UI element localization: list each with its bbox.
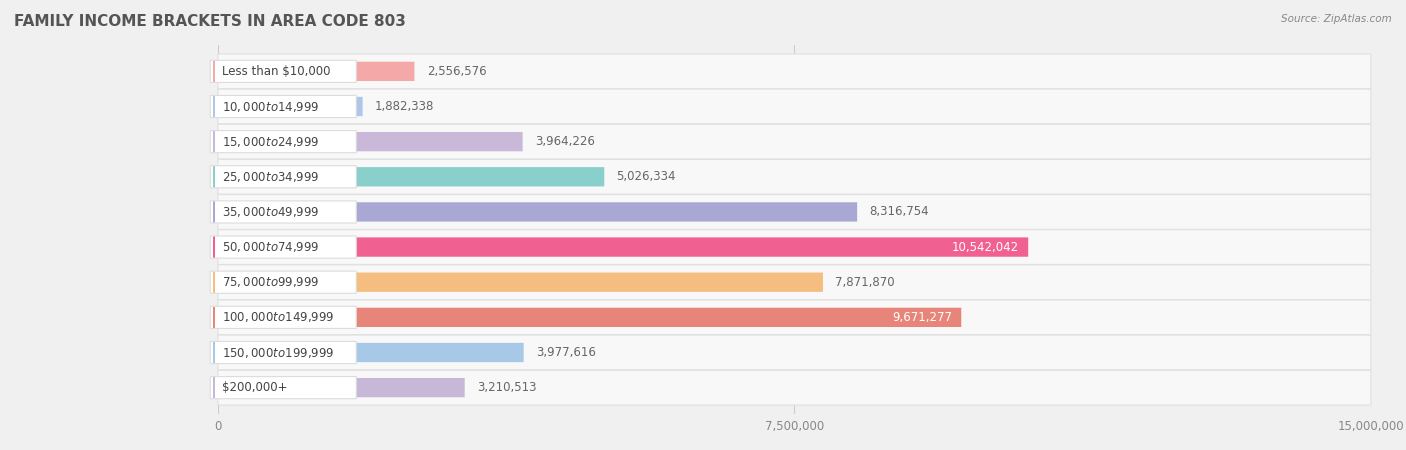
Text: 1,882,338: 1,882,338	[375, 100, 434, 113]
FancyBboxPatch shape	[211, 166, 356, 188]
Text: 3,210,513: 3,210,513	[477, 381, 537, 394]
FancyBboxPatch shape	[218, 273, 823, 292]
Text: $15,000 to $24,999: $15,000 to $24,999	[222, 135, 319, 148]
FancyBboxPatch shape	[218, 132, 523, 151]
FancyBboxPatch shape	[218, 194, 1371, 230]
FancyBboxPatch shape	[211, 377, 356, 399]
FancyBboxPatch shape	[218, 378, 465, 397]
FancyBboxPatch shape	[218, 230, 1371, 265]
FancyBboxPatch shape	[211, 95, 356, 117]
Text: 2,556,576: 2,556,576	[427, 65, 486, 78]
Text: $100,000 to $149,999: $100,000 to $149,999	[222, 310, 335, 324]
FancyBboxPatch shape	[211, 201, 356, 223]
Text: $200,000+: $200,000+	[222, 381, 287, 394]
FancyBboxPatch shape	[218, 97, 363, 116]
FancyBboxPatch shape	[218, 308, 962, 327]
FancyBboxPatch shape	[211, 342, 356, 364]
Text: $25,000 to $34,999: $25,000 to $34,999	[222, 170, 319, 184]
FancyBboxPatch shape	[218, 167, 605, 186]
Text: FAMILY INCOME BRACKETS IN AREA CODE 803: FAMILY INCOME BRACKETS IN AREA CODE 803	[14, 14, 406, 28]
Text: $50,000 to $74,999: $50,000 to $74,999	[222, 240, 319, 254]
Text: 9,671,277: 9,671,277	[891, 311, 952, 324]
FancyBboxPatch shape	[218, 124, 1371, 159]
FancyBboxPatch shape	[218, 238, 1028, 257]
Text: Source: ZipAtlas.com: Source: ZipAtlas.com	[1281, 14, 1392, 23]
Text: 10,542,042: 10,542,042	[952, 241, 1019, 253]
FancyBboxPatch shape	[211, 236, 356, 258]
FancyBboxPatch shape	[218, 202, 858, 221]
FancyBboxPatch shape	[211, 306, 356, 328]
Text: $75,000 to $99,999: $75,000 to $99,999	[222, 275, 319, 289]
Text: 3,977,616: 3,977,616	[536, 346, 596, 359]
Text: $10,000 to $14,999: $10,000 to $14,999	[222, 99, 319, 113]
FancyBboxPatch shape	[218, 265, 1371, 300]
FancyBboxPatch shape	[211, 60, 356, 82]
Text: 3,964,226: 3,964,226	[534, 135, 595, 148]
FancyBboxPatch shape	[211, 271, 356, 293]
FancyBboxPatch shape	[218, 370, 1371, 405]
Text: $150,000 to $199,999: $150,000 to $199,999	[222, 346, 335, 360]
FancyBboxPatch shape	[218, 54, 1371, 89]
FancyBboxPatch shape	[218, 62, 415, 81]
Text: 5,026,334: 5,026,334	[617, 170, 676, 183]
Text: Less than $10,000: Less than $10,000	[222, 65, 330, 78]
FancyBboxPatch shape	[218, 89, 1371, 124]
FancyBboxPatch shape	[218, 335, 1371, 370]
Text: 7,871,870: 7,871,870	[835, 276, 894, 289]
FancyBboxPatch shape	[218, 343, 523, 362]
Text: 8,316,754: 8,316,754	[869, 206, 929, 218]
FancyBboxPatch shape	[218, 300, 1371, 335]
Text: $35,000 to $49,999: $35,000 to $49,999	[222, 205, 319, 219]
FancyBboxPatch shape	[218, 159, 1371, 194]
FancyBboxPatch shape	[211, 130, 356, 153]
